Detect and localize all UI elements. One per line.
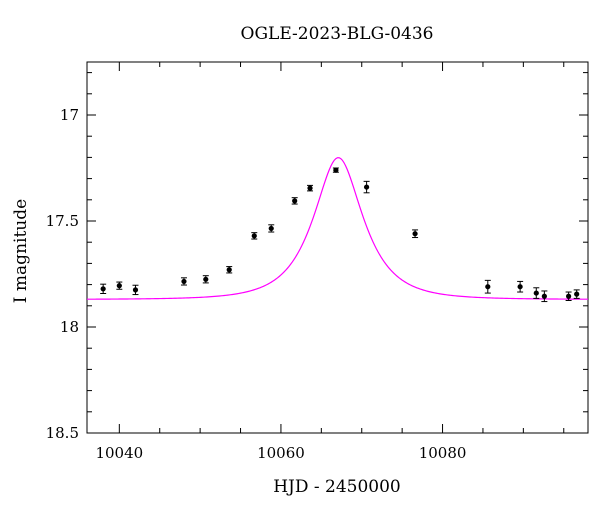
y-axis-label: I magnitude — [11, 199, 31, 303]
data-point — [541, 293, 547, 299]
data-point — [181, 278, 187, 285]
model-curve — [86, 157, 588, 300]
data-point — [307, 185, 313, 191]
y-tick-label: 17 — [60, 106, 79, 124]
data-point — [100, 286, 106, 292]
data-point — [292, 198, 298, 204]
plot-area: 10040 10060 10080 17 17.5 18 18.5 — [46, 61, 589, 462]
data-point — [517, 284, 523, 290]
data-point — [116, 283, 122, 289]
y-tick-label: 18.5 — [46, 424, 79, 442]
data-point — [333, 167, 339, 173]
data-point — [566, 293, 572, 299]
data-point — [203, 276, 209, 282]
x-tick-label: 10060 — [257, 444, 305, 462]
data-point — [226, 267, 232, 273]
data-point — [363, 184, 370, 190]
data-point — [485, 284, 491, 290]
data-point — [132, 287, 139, 293]
chart-title: OGLE-2023-BLG-0436 — [241, 24, 434, 44]
x-tick-label: 10080 — [419, 444, 467, 462]
x-tick-label: 10040 — [95, 444, 143, 462]
data-point — [574, 291, 580, 297]
y-tick-label: 18 — [60, 318, 79, 336]
y-tick-label: 17.5 — [46, 212, 79, 230]
data-point — [251, 233, 257, 239]
data-point — [412, 231, 418, 237]
plot-frame — [86, 61, 589, 434]
data-point — [268, 225, 274, 232]
x-axis-label: HJD - 2450000 — [273, 477, 401, 497]
data-point — [533, 290, 539, 296]
